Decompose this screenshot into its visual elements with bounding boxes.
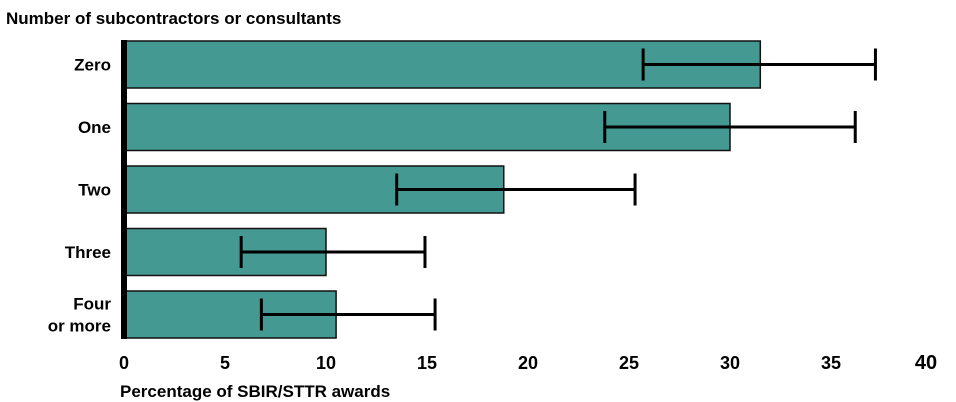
x-tick-label: 35: [821, 353, 841, 373]
x-tick-labels-layer: 0 5 10 15 20 25 30 35 40: [119, 352, 937, 374]
category-label: One: [78, 118, 111, 137]
category-label: Zero: [74, 56, 111, 75]
category-label: Three: [65, 243, 111, 262]
x-tick-label: 40: [915, 352, 937, 374]
category-label: Two: [78, 181, 111, 200]
category-labels-layer: Zero One Two Three Four or more: [48, 56, 112, 336]
x-tick-label: 0: [119, 353, 129, 373]
x-tick-label: 15: [417, 353, 437, 373]
x-tick-label: 10: [316, 353, 336, 373]
error-bars-layer: [239, 48, 877, 331]
x-tick-label: 30: [720, 353, 740, 373]
x-axis-label: Percentage of SBIR/STTR awards: [120, 382, 390, 401]
x-tick-label: 20: [518, 353, 538, 373]
x-tick-label: 5: [220, 353, 230, 373]
x-tick-label: 25: [619, 353, 639, 373]
chart-title: Number of subcontractors or consultants: [6, 9, 341, 28]
category-label: Four or more: [48, 295, 112, 336]
